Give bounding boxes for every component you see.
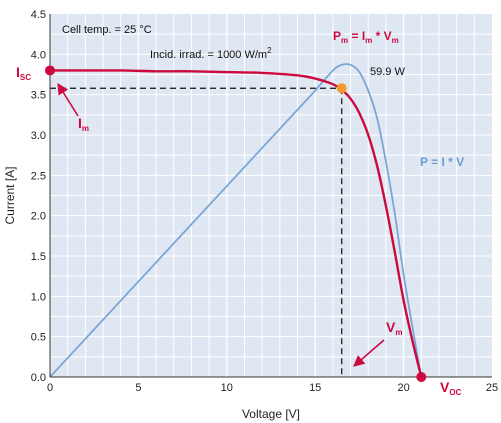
x-tick-label: 20 bbox=[397, 382, 409, 394]
im-arrow bbox=[57, 83, 79, 117]
voc-marker bbox=[416, 372, 427, 382]
x-tick-label: 25 bbox=[486, 382, 498, 394]
irradiance-label: Incid. irrad. = 1000 W/m2 bbox=[150, 46, 272, 61]
vm-arrow bbox=[353, 339, 385, 367]
markers bbox=[45, 65, 427, 382]
y-tick-label: 0.0 bbox=[31, 372, 46, 384]
cell-temp-label: Cell temp. = 25 °C bbox=[62, 24, 152, 36]
x-tick-label: 15 bbox=[309, 382, 321, 394]
x-axis-label: Voltage [V] bbox=[242, 407, 300, 421]
isc-marker bbox=[45, 65, 55, 76]
pmax-value-label: 59.9 W bbox=[370, 66, 405, 78]
y-tick-label: 3.0 bbox=[31, 130, 46, 142]
im-label: Im bbox=[78, 115, 89, 133]
vm-label: Vm bbox=[386, 319, 402, 337]
y-tick-label: 4.0 bbox=[31, 49, 46, 61]
x-tick-label: 0 bbox=[47, 382, 53, 394]
y-ticks: 0.0 0.5 1.0 1.5 2.0 2.5 3.0 3.5 4.0 4.5 bbox=[31, 9, 46, 384]
y-tick-label: 4.5 bbox=[31, 9, 46, 21]
y-tick-label: 0.5 bbox=[31, 332, 46, 344]
power-curve bbox=[49, 63, 423, 378]
power-formula-label: P = I * V bbox=[420, 155, 464, 169]
voc-label: VOC bbox=[440, 379, 462, 397]
isc-label: ISC bbox=[16, 64, 31, 82]
y-axis-label: Current [A] bbox=[3, 166, 17, 224]
y-tick-label: 2.5 bbox=[31, 170, 46, 182]
grid bbox=[50, 14, 492, 377]
y-tick-label: 1.0 bbox=[31, 291, 46, 303]
y-tick-label: 3.5 bbox=[31, 90, 46, 102]
x-tick-label: 10 bbox=[221, 382, 233, 394]
mpp-marker bbox=[336, 83, 347, 94]
y-tick-label: 2.0 bbox=[31, 211, 46, 223]
x-tick-label: 5 bbox=[135, 382, 141, 394]
x-ticks: 0 5 10 15 20 25 bbox=[47, 382, 498, 394]
pm-formula-label: Pm = Im * Vm bbox=[333, 29, 399, 45]
y-tick-label: 1.5 bbox=[31, 251, 46, 263]
